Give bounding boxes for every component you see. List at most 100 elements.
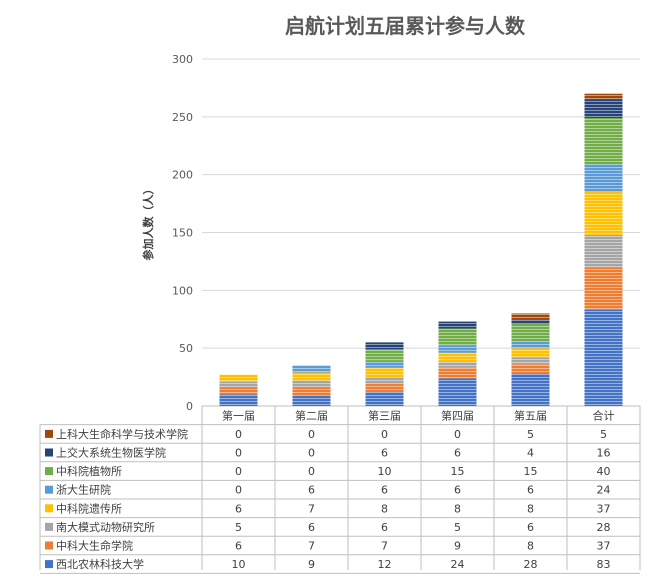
gridlines (202, 58, 640, 407)
table-cell-浙大生研院-第一届: 0 (235, 484, 242, 497)
bar-合计-上交大系统生物医学院 (584, 99, 623, 118)
table-cell-上交大系统生物医学院-第三届: 6 (381, 447, 388, 460)
table-cell-中科院遗传所-第五届: 8 (527, 502, 534, 515)
y-tick-300: 300 (172, 53, 193, 66)
table-cell-南大模式动物研究所-第五届: 6 (527, 521, 534, 534)
legend-key-南大模式动物研究所 (45, 522, 53, 531)
table-cell-中科院植物所-第三届: 10 (378, 465, 392, 478)
bar-合计-浙大生研院 (584, 164, 623, 193)
bar-第四届-南大模式动物研究所 (438, 362, 477, 368)
table-cell-南大模式动物研究所-第三届: 6 (381, 521, 388, 534)
bar-合计-中科院植物所 (584, 117, 623, 165)
legend-label-中科院遗传所: 中科院遗传所 (56, 501, 122, 515)
table-cell-上科大生命科学与技术学院-第三届: 0 (381, 428, 388, 441)
table-cell-中科大生命学院-第四届: 9 (454, 540, 461, 553)
table-cell-上科大生命科学与技术学院-第五届: 5 (527, 428, 534, 441)
bar-第三届-西北农林科技大学 (365, 392, 404, 406)
table-cell-中科院遗传所-第三届: 8 (381, 502, 388, 515)
bar-第五届-西北农林科技大学 (511, 373, 550, 406)
bar-第五届-中科大生命学院 (511, 364, 550, 374)
legend-label-中科大生命学院: 中科大生命学院 (56, 539, 133, 553)
bar-第五届-上交大系统生物医学院 (511, 319, 550, 324)
table-cell-中科院植物所-第一届: 0 (235, 465, 242, 478)
table-cell-中科大生命学院-第五届: 8 (527, 540, 534, 553)
x-tick-第四届: 第四届 (441, 408, 474, 422)
y-tick-250: 250 (172, 111, 193, 124)
bar-第五届-中科院植物所 (511, 323, 550, 342)
table-cell-浙大生研院-第二届: 6 (308, 484, 315, 497)
table-cell-上科大生命科学与技术学院-第一届: 0 (235, 428, 242, 441)
table-cell-浙大生研院-第三届: 6 (381, 484, 388, 497)
bar-第五届-上科大生命科学与技术学院 (511, 313, 550, 320)
bar-第四届-中科院遗传所 (438, 352, 477, 363)
chart-title: 启航计划五届累计参与人数 (285, 14, 526, 38)
bar-第二届-浙大生研院 (292, 365, 331, 373)
bar-合计-中科院遗传所 (584, 192, 623, 235)
table-cell-中科院遗传所-第四届: 8 (454, 502, 461, 515)
y-axis-label: 参加人数（人） (141, 184, 155, 261)
table-cell-中科院植物所-合计: 40 (597, 465, 611, 478)
bar-第一届-中科院遗传所 (219, 374, 258, 382)
bar-第四届-浙大生研院 (438, 345, 477, 353)
x-tick-第二届: 第二届 (295, 408, 328, 422)
table-cell-西北农林科技大学-第二届: 9 (308, 558, 315, 571)
bar-第五届-中科院遗传所 (511, 348, 550, 358)
table-cell-南大模式动物研究所-第四届: 5 (454, 521, 461, 534)
legend-label-南大模式动物研究所: 南大模式动物研究所 (56, 520, 155, 534)
y-tick-100: 100 (172, 284, 193, 297)
legend-label-浙大生研院: 浙大生研院 (56, 483, 111, 497)
table-cell-西北农林科技大学-合计: 83 (597, 558, 611, 571)
table-cell-西北农林科技大学-第一届: 10 (232, 558, 246, 571)
y-tick-50: 50 (179, 342, 193, 355)
x-tick-第一届: 第一届 (222, 408, 255, 422)
legend-key-浙大生研院 (45, 485, 53, 494)
table-cell-上科大生命科学与技术学院-合计: 5 (600, 428, 607, 441)
legend-key-中科院植物所 (45, 467, 53, 476)
table-cell-西北农林科技大学-第三届: 12 (378, 558, 392, 571)
bar-第五届-浙大生研院 (511, 341, 550, 349)
bar-第三届-中科院遗传所 (365, 367, 404, 378)
bar-合计-中科大生命学院 (584, 267, 623, 310)
bar-第四届-上交大系统生物医学院 (438, 321, 477, 329)
y-tick-labels: 0 50 100 150 200 250 300 (172, 53, 193, 413)
table-cell-南大模式动物研究所-第一届: 5 (235, 521, 242, 534)
table-cell-南大模式动物研究所-第二届: 6 (308, 521, 315, 534)
legend-key-上交大系统生物医学院 (45, 448, 53, 457)
table-cell-中科院遗传所-第二届: 7 (308, 502, 315, 515)
bars (219, 93, 623, 406)
legend-label-中科院植物所: 中科院植物所 (56, 464, 122, 478)
bar-第四届-中科大生命学院 (438, 367, 477, 379)
table-cell-南大模式动物研究所-合计: 28 (597, 521, 611, 534)
legend-label-上科大生命科学与技术学院: 上科大生命科学与技术学院 (56, 427, 188, 441)
table-cell-上科大生命科学与技术学院-第二届: 0 (308, 428, 315, 441)
table-cell-中科院植物所-第五届: 15 (524, 465, 538, 478)
table-cell-西北农林科技大学-第四届: 24 (451, 558, 465, 571)
table-cell-中科大生命学院-第一届: 6 (235, 540, 242, 553)
legend-label-西北农林科技大学: 西北农林科技大学 (56, 557, 144, 571)
table-cell-中科院遗传所-第一届: 6 (235, 502, 242, 515)
table-cell-浙大生研院-第四届: 6 (454, 484, 461, 497)
table-cell-西北农林科技大学-第五届: 28 (524, 558, 538, 571)
x-tick-第五届: 第五届 (514, 408, 547, 422)
bar-合计-上科大生命科学与技术学院 (584, 93, 623, 100)
bar-第五届-南大模式动物研究所 (511, 357, 550, 365)
bar-第三届-中科大生命学院 (365, 384, 404, 393)
bar-第二届-中科院遗传所 (292, 372, 331, 381)
bar-合计-西北农林科技大学 (584, 309, 623, 406)
table-cell-中科院植物所-第四届: 15 (451, 465, 465, 478)
y-tick-0: 0 (186, 400, 193, 413)
table-cell-上交大系统生物医学院-第五届: 4 (527, 447, 534, 460)
table-cell-浙大生研院-第五届: 6 (527, 484, 534, 497)
table-cell-上交大系统生物医学院-第二届: 0 (308, 447, 315, 460)
bar-第二届-西北农林科技大学 (292, 395, 331, 406)
legend-key-上科大生命科学与技术学院 (45, 429, 53, 438)
table-cell-中科院植物所-第二届: 0 (308, 465, 315, 478)
bar-第二届-南大模式动物研究所 (292, 380, 331, 388)
bar-第四届-西北农林科技大学 (438, 378, 477, 406)
y-tick-200: 200 (172, 169, 193, 182)
table-cell-中科院遗传所-合计: 37 (597, 502, 611, 515)
bar-第一届-中科大生命学院 (219, 387, 258, 395)
bar-合计-南大模式动物研究所 (584, 234, 623, 268)
